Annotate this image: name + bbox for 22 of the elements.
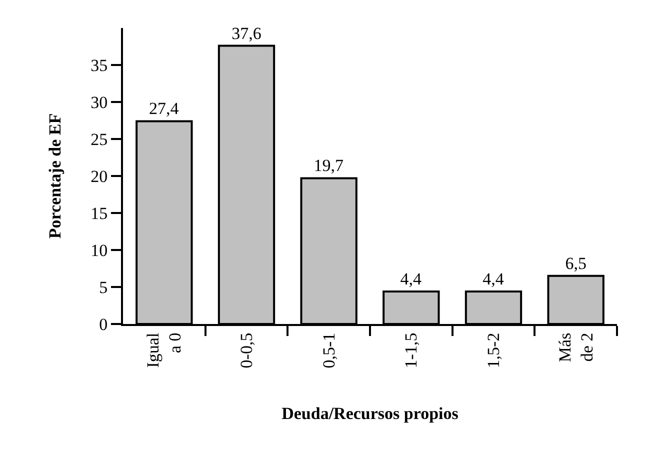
x-tick-label: 1-1,5 [402,332,421,368]
y-tick-label: 30 [90,92,108,112]
x-tick-label: 0,5-1 [319,332,338,368]
data-label: 37,6 [232,24,262,43]
x-tick-label: Más de 2 [555,332,596,362]
y-tick-label: 25 [90,130,108,149]
data-label: 4,4 [482,269,504,288]
y-tick-label: 10 [90,240,108,260]
data-label: 19,7 [314,156,344,176]
data-label: 6,5 [565,254,586,273]
x-tick-label: 0-0,5 [237,332,256,368]
y-tick-label: 0 [99,314,108,334]
x-tick-label: 1,5-2 [484,332,504,368]
y-tick-label: 5 [99,278,108,297]
y-axis-title: Porcentaje de EF [46,113,65,239]
data-label: 4,4 [400,269,422,288]
x-axis-title: Deuda/Recursos propios [282,404,459,424]
x-tick-label: Igual a 0 [144,332,185,368]
y-tick-label: 15 [90,204,108,223]
y-tick-label: 20 [90,166,108,186]
y-tick-label: 35 [90,56,108,75]
data-label: 27,4 [149,99,180,118]
